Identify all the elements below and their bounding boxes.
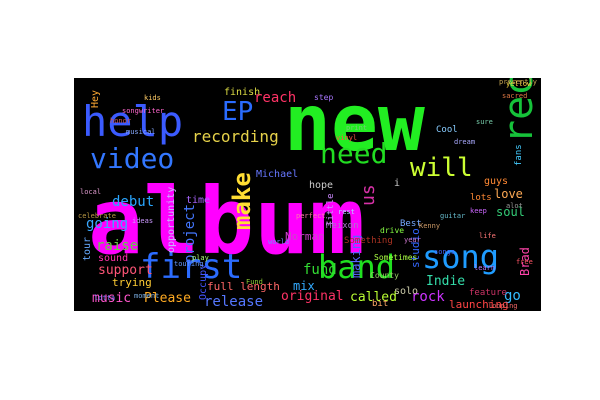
word-trying: trying	[112, 276, 152, 289]
word-recording: recording	[192, 127, 279, 146]
word-make: make	[228, 172, 256, 230]
word-please: Please	[144, 291, 191, 306]
word-need: need	[320, 137, 387, 170]
word-perfect: perfect	[296, 212, 326, 220]
word-step: step	[314, 93, 333, 102]
word-rock: rock	[411, 289, 445, 305]
word-songs: songs	[434, 248, 455, 256]
word-drive: drive	[380, 226, 404, 235]
word-new: new	[284, 79, 425, 169]
word-ep: EP	[222, 97, 253, 127]
word-tour: tour	[82, 237, 93, 261]
word-norman: Norman	[285, 230, 325, 243]
word-debut: debut	[112, 194, 154, 210]
word-rest: rest	[338, 208, 355, 216]
word-fund: fund	[303, 262, 337, 278]
word-solo: solo	[394, 286, 418, 297]
word-guys: guys	[484, 176, 508, 187]
word-honor: honor	[110, 117, 131, 125]
word-fund: Fund	[246, 278, 263, 286]
word-vinyl: vinyl	[336, 134, 357, 142]
word-kids: kids	[144, 94, 161, 102]
word-project: project	[182, 204, 198, 263]
word-lotta: lotta	[94, 294, 115, 302]
word-county: County	[370, 271, 399, 280]
word-launching: launching	[449, 298, 509, 311]
word-support: support	[98, 263, 153, 278]
word-cool: Cool	[436, 125, 458, 135]
word-presently: presently	[499, 78, 537, 86]
word-looping: looping	[488, 302, 518, 310]
word-play: play	[192, 254, 209, 262]
word-reach: reach	[254, 90, 296, 106]
word-best: Best	[400, 219, 422, 229]
word-album: album	[88, 168, 365, 275]
word-keep: keep	[470, 207, 487, 215]
word-learn: learn	[474, 264, 495, 272]
word-dream: dream	[454, 138, 475, 146]
word-sacred: sacred	[502, 92, 527, 100]
word-kenny: Kenny	[419, 222, 440, 230]
word-brad: Brad	[518, 247, 532, 276]
word-bit: bit	[372, 299, 388, 309]
word-local: local	[80, 188, 101, 196]
word-will: will	[410, 153, 473, 183]
word-original: original	[281, 289, 344, 304]
word-mix: mix	[293, 279, 315, 293]
word-i: i	[394, 178, 400, 189]
word-celebrate: celebrate	[78, 212, 116, 220]
word-song: song	[422, 238, 499, 276]
word-world: world	[268, 238, 289, 246]
word-michael: Michael	[256, 169, 298, 180]
word-help: help	[82, 97, 183, 146]
word-ideas: ideas	[132, 217, 153, 225]
word-us: us	[358, 184, 379, 206]
word-time: time	[186, 195, 210, 206]
word-making: making	[349, 235, 363, 278]
word-finish: finish	[224, 87, 260, 98]
word-songwriter: songwriter	[122, 107, 164, 115]
word-moment: moment	[134, 292, 159, 300]
word-go: go	[504, 288, 521, 304]
word-alot: alot	[506, 202, 523, 210]
word-yellow: yellow	[506, 80, 532, 88]
word-opportunity: opportunity	[166, 187, 177, 253]
word-occupy: Occupy	[198, 264, 209, 300]
word-year: year	[404, 236, 421, 244]
word-sound: sound	[98, 253, 128, 264]
word-called: called	[350, 290, 397, 305]
word-release: release	[204, 294, 263, 310]
word-band: band	[318, 248, 395, 286]
word-fans: fans	[514, 144, 524, 166]
word-going: going	[86, 216, 128, 232]
word-soul: soul	[496, 205, 525, 219]
word-musical: musical	[126, 128, 156, 136]
word-print: print	[346, 124, 367, 132]
word-life: life	[479, 232, 496, 240]
word-hope: hope	[309, 180, 333, 191]
word-meixon: Meixon	[326, 221, 359, 231]
word-video: video	[90, 142, 174, 175]
word-little: little	[326, 193, 336, 226]
word-feature: feature	[469, 288, 507, 298]
word-hey: Hey	[90, 90, 101, 108]
word-first: first	[140, 247, 242, 287]
word-record: record	[496, 78, 541, 144]
word-sometimes: Sometimes	[374, 253, 418, 262]
word-love: love	[494, 187, 523, 201]
word-lots: lots	[470, 193, 492, 203]
word-raise: raise	[96, 238, 138, 254]
word-free: free	[516, 258, 533, 266]
word-sure: sure	[476, 118, 493, 126]
word-indie: Indie	[426, 274, 465, 289]
word-touring: touring	[174, 260, 204, 268]
word-music: music	[92, 291, 131, 306]
word-something: Something	[344, 236, 393, 246]
word-full-length: full length	[207, 280, 280, 293]
word-guitar: guitar	[440, 212, 465, 220]
word-studio: studio	[409, 228, 422, 268]
